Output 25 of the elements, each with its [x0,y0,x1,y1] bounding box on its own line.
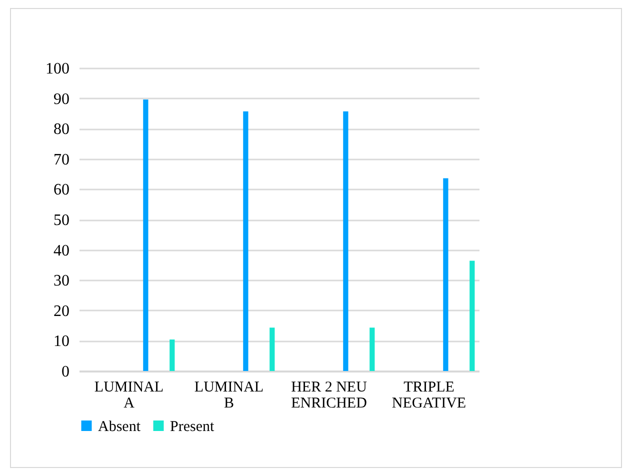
bar [243,111,248,371]
y-tick-label: 0 [62,364,70,380]
x-tick-label: TRIPLE NEGATIVE [392,380,466,412]
y-tick-label: 80 [54,121,70,138]
bar [270,328,275,371]
y-tick-label: 70 [54,151,70,168]
bar [143,100,148,371]
legend-label: Absent [98,418,142,435]
y-tick-label: 40 [54,242,70,260]
x-tick-label: LUMINAL A [94,380,164,412]
bar [170,339,175,371]
x-tick-label: HER 2 NEU ENRICHED [291,380,368,412]
y-tick-label: 30 [54,272,70,290]
y-tick-label: 20 [54,302,70,320]
bar [370,328,375,371]
y-tick-label: 10 [54,333,70,350]
x-tick-label: LUMINAL B [194,380,264,412]
bar [443,178,448,371]
y-tick-label: 50 [54,212,70,229]
y-tick-label: 100 [46,60,70,78]
bar [470,260,475,371]
bar [343,111,348,371]
y-tick-label: 90 [54,90,70,108]
y-tick-label: 60 [54,182,70,199]
legend-label: Present [170,418,215,435]
